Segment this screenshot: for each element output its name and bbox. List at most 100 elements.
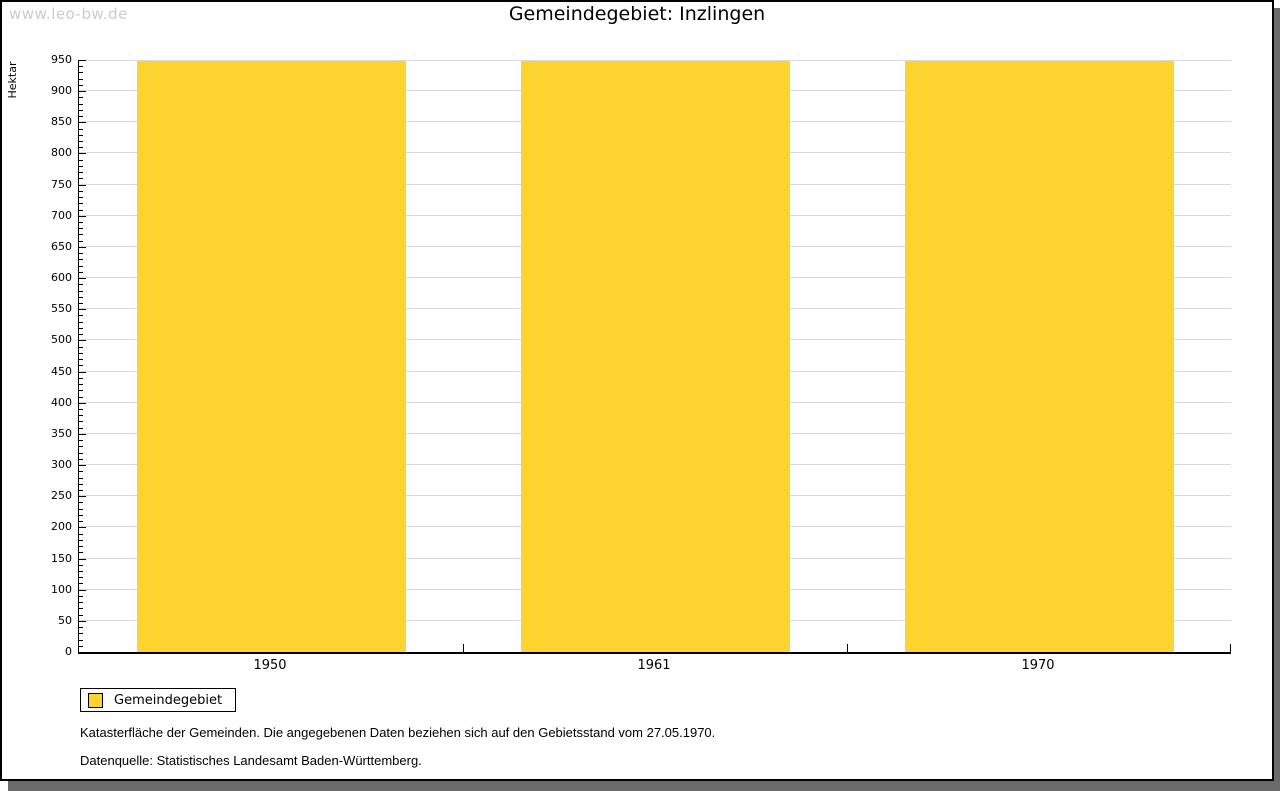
y-major-tick-150 [79, 559, 86, 560]
y-minor-tick-690 [79, 222, 83, 223]
footnote-data-source: Datenquelle: Statistisches Landesamt Bad… [80, 753, 422, 768]
y-minor-tick-140 [79, 565, 83, 566]
y-minor-tick-590 [79, 284, 83, 285]
y-minor-tick-310 [79, 459, 83, 460]
y-minor-tick-530 [79, 322, 83, 323]
y-tick-label-50: 50 [58, 614, 72, 627]
y-minor-tick-870 [79, 110, 83, 111]
y-minor-tick-540 [79, 315, 83, 316]
y-major-tick-650 [79, 247, 86, 248]
y-minor-tick-160 [79, 552, 83, 553]
y-minor-tick-880 [79, 104, 83, 105]
y-major-tick-300 [79, 465, 86, 466]
y-tick-label-550: 550 [51, 302, 72, 315]
y-minor-tick-80 [79, 602, 83, 603]
y-tick-label-650: 650 [51, 240, 72, 253]
y-tick-label-350: 350 [51, 427, 72, 440]
y-minor-tick-490 [79, 347, 83, 348]
y-minor-tick-720 [79, 203, 83, 204]
y-minor-tick-120 [79, 577, 83, 578]
y-minor-tick-570 [79, 297, 83, 298]
x-tick-label-1950: 1950 [253, 658, 287, 673]
y-minor-tick-770 [79, 172, 83, 173]
y-tick-label-100: 100 [51, 583, 72, 596]
y-minor-tick-210 [79, 521, 83, 522]
y-tick-label-450: 450 [51, 365, 72, 378]
y-minor-tick-710 [79, 210, 83, 211]
y-minor-tick-30 [79, 633, 83, 634]
y-major-tick-400 [79, 403, 86, 404]
y-minor-tick-380 [79, 415, 83, 416]
y-tick-label-200: 200 [51, 520, 72, 533]
y-major-tick-200 [79, 527, 86, 528]
y-minor-tick-680 [79, 228, 83, 229]
y-minor-tick-220 [79, 515, 83, 516]
y-minor-tick-40 [79, 627, 83, 628]
y-minor-tick-660 [79, 241, 83, 242]
y-tick-label-850: 850 [51, 115, 72, 128]
y-tick-label-750: 750 [51, 178, 72, 191]
y-major-tick-600 [79, 278, 86, 279]
y-major-tick-700 [79, 216, 86, 217]
y-minor-tick-370 [79, 421, 83, 422]
y-tick-label-250: 250 [51, 489, 72, 502]
y-minor-tick-670 [79, 234, 83, 235]
y-major-tick-550 [79, 309, 86, 310]
x-boundary-tick-3 [1230, 644, 1231, 652]
watermark-leo-bw: www.leo-bw.de [9, 5, 128, 23]
y-minor-tick-270 [79, 484, 83, 485]
y-minor-tick-640 [79, 253, 83, 254]
y-minor-tick-740 [79, 191, 83, 192]
y-tick-label-900: 900 [51, 84, 72, 97]
y-minor-tick-780 [79, 166, 83, 167]
legend-swatch [88, 692, 103, 708]
y-minor-tick-10 [79, 646, 83, 647]
y-minor-tick-940 [79, 66, 83, 67]
y-minor-tick-610 [79, 272, 83, 273]
y-minor-tick-340 [79, 440, 83, 441]
y-tick-label-500: 500 [51, 333, 72, 346]
y-minor-tick-520 [79, 328, 83, 329]
y-major-tick-500 [79, 340, 86, 341]
y-tick-label-0: 0 [65, 645, 72, 658]
y-tick-label-600: 600 [51, 271, 72, 284]
y-minor-tick-260 [79, 490, 83, 491]
y-minor-tick-860 [79, 116, 83, 117]
y-minor-tick-70 [79, 608, 83, 609]
y-minor-tick-730 [79, 197, 83, 198]
x-boundary-tick-1 [463, 644, 464, 652]
y-minor-tick-90 [79, 596, 83, 597]
legend: Gemeindegebiet [80, 688, 237, 712]
y-minor-tick-830 [79, 135, 83, 136]
y-major-tick-100 [79, 590, 86, 591]
y-minor-tick-290 [79, 471, 83, 472]
y-minor-tick-890 [79, 97, 83, 98]
y-minor-tick-480 [79, 353, 83, 354]
x-tick-label-1961: 1961 [637, 658, 671, 673]
y-major-tick-750 [79, 185, 86, 186]
y-major-tick-50 [79, 621, 86, 622]
bar-1950 [137, 61, 406, 652]
chart-title: Gemeindegebiet: Inzlingen [508, 3, 766, 25]
y-minor-tick-810 [79, 147, 83, 148]
y-minor-tick-820 [79, 141, 83, 142]
y-tick-label-800: 800 [51, 146, 72, 159]
y-minor-tick-420 [79, 390, 83, 391]
y-minor-tick-620 [79, 266, 83, 267]
y-major-tick-800 [79, 153, 86, 154]
y-minor-tick-60 [79, 615, 83, 616]
y-minor-tick-230 [79, 509, 83, 510]
y-minor-tick-360 [79, 428, 83, 429]
y-minor-tick-180 [79, 540, 83, 541]
footnote-source-description: Katasterfläche der Gemeinden. Die angege… [80, 725, 716, 740]
y-minor-tick-560 [79, 303, 83, 304]
y-minor-tick-130 [79, 571, 83, 572]
y-major-tick-900 [79, 91, 86, 92]
y-tick-label-400: 400 [51, 396, 72, 409]
y-minor-tick-440 [79, 378, 83, 379]
y-minor-tick-280 [79, 478, 83, 479]
y-major-tick-350 [79, 434, 86, 435]
bar-1970 [905, 61, 1174, 652]
